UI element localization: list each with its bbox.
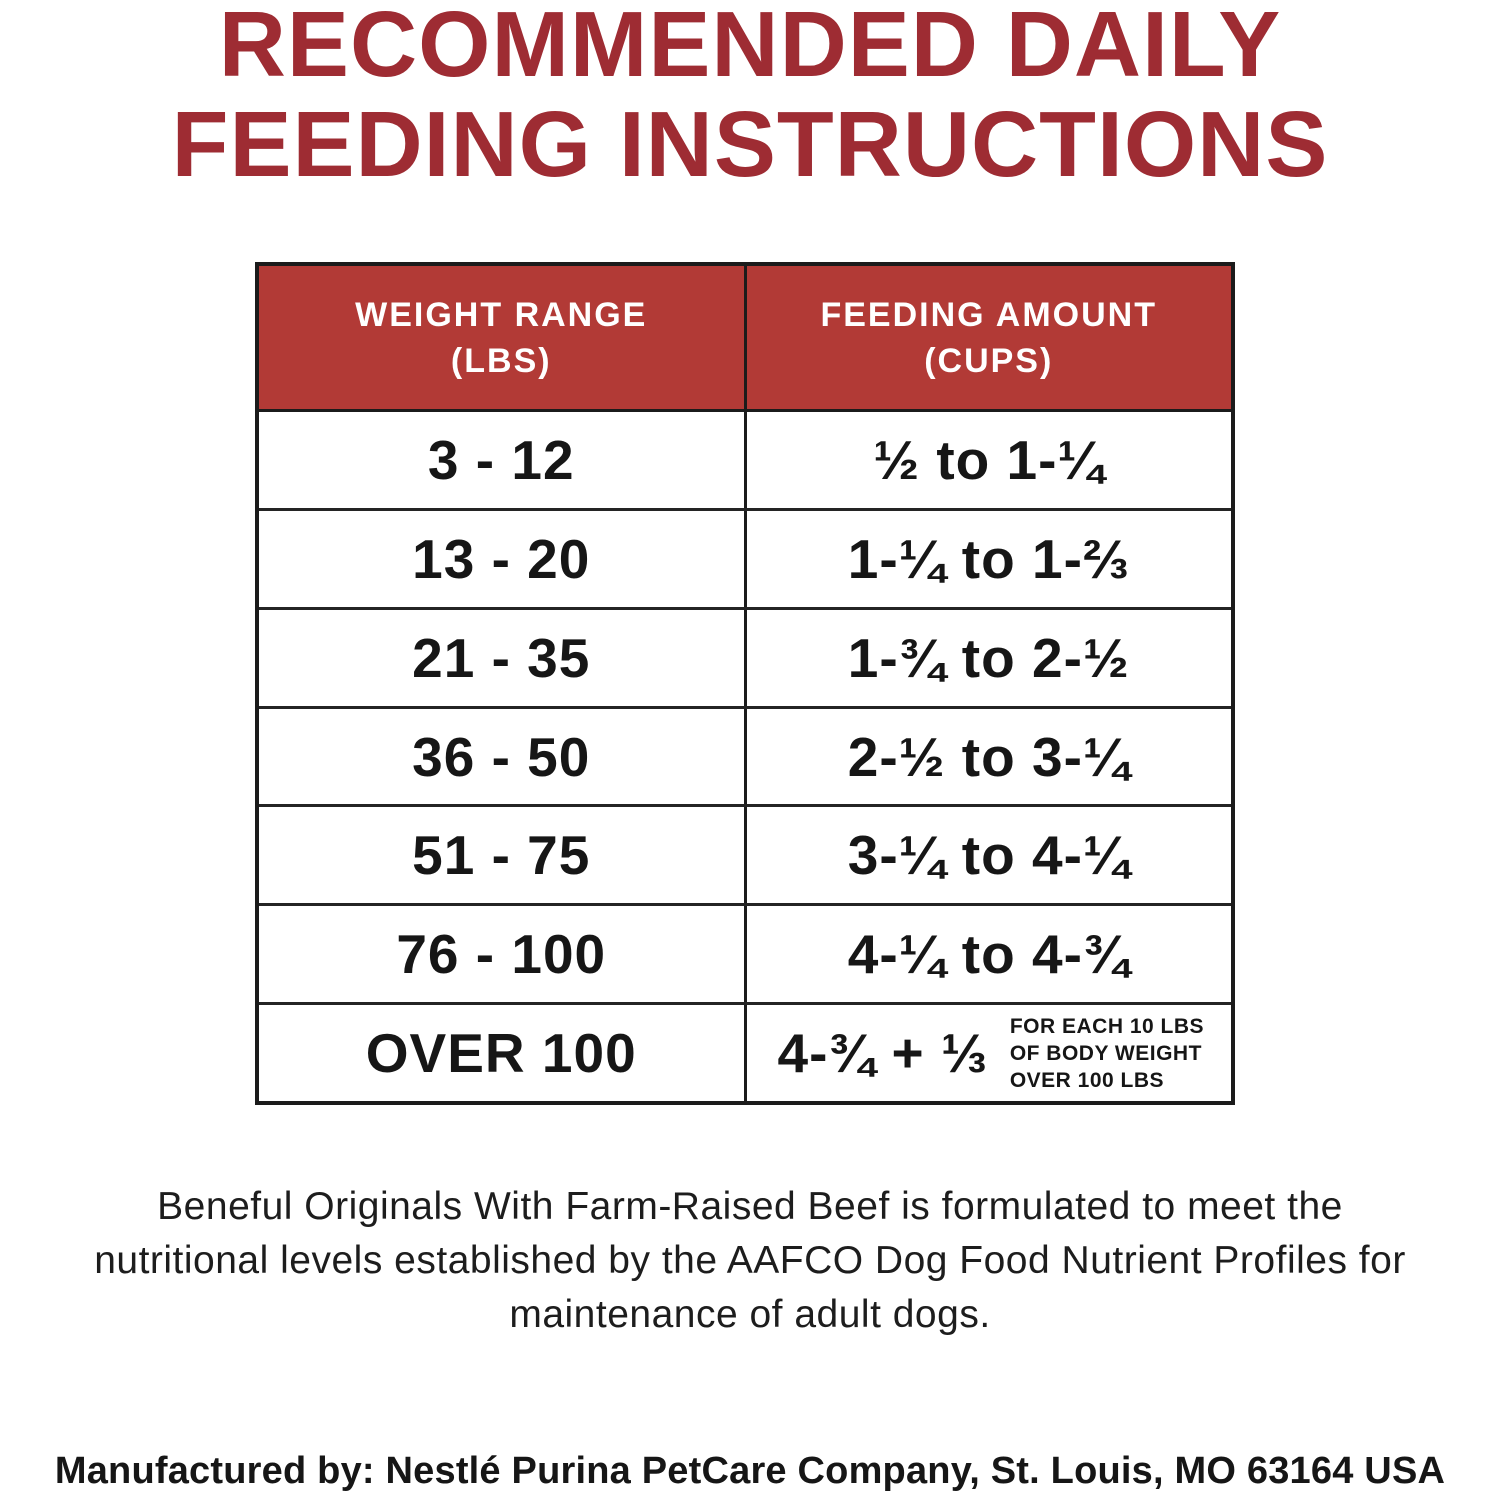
table-row: OVER 100 4-¾ + ⅓ FOR EACH 10 LBS OF BODY… xyxy=(259,1005,1232,1102)
amount-value: 4-¾ + ⅓ xyxy=(777,1022,988,1085)
table-row: 51 - 75 3-¼ to 4-¼ xyxy=(259,807,1231,907)
column-header-weight-line2: (LBS) xyxy=(450,341,552,380)
weight-cell: 3 - 12 xyxy=(259,412,747,508)
amount-cell: 1-¼ to 1-⅔ xyxy=(847,527,1130,590)
table-row: 13 - 20 1-¼ to 1-⅔ xyxy=(259,510,1231,610)
table-row: 36 - 50 2-½ to 3-¼ xyxy=(259,708,1231,808)
table-row: 76 - 100 4-¼ to 4-¾ xyxy=(259,906,1231,1006)
amount-note-line1: FOR EACH 10 LBS xyxy=(1009,1014,1205,1038)
amount-note: FOR EACH 10 LBS OF BODY WEIGHT OVER 100 … xyxy=(1010,1013,1204,1094)
amount-cell: 4-¼ to 4-¾ xyxy=(847,923,1130,986)
table-row: 21 - 35 1-¾ to 2-½ xyxy=(259,609,1231,709)
weight-cell: 51 - 75 xyxy=(259,807,747,904)
column-header-feeding-amount: FEEDING AMOUNT (CUPS) xyxy=(747,266,1232,409)
manufacturer-line: Manufactured by: Nestlé Purina PetCare C… xyxy=(54,1450,1446,1492)
amount-note-line3: OVER 100 LBS xyxy=(1009,1068,1165,1092)
feeding-table: WEIGHT RANGE (LBS) FEEDING AMOUNT (CUPS)… xyxy=(255,262,1235,1105)
table-row: 3 - 12 ½ to 1-¼ xyxy=(259,412,1231,511)
amount-cell: 2-½ to 3-¼ xyxy=(847,725,1130,788)
weight-cell: 13 - 20 xyxy=(259,510,747,607)
amount-cell: 4-¾ + ⅓ FOR EACH 10 LBS OF BODY WEIGHT O… xyxy=(747,1005,1232,1101)
weight-cell: OVER 100 xyxy=(259,1005,747,1102)
column-header-amount-line1: FEEDING AMOUNT xyxy=(820,295,1157,334)
amount-cell: 1-¾ to 2-½ xyxy=(847,626,1130,689)
amount-cell: ½ to 1-¼ xyxy=(873,428,1105,491)
weight-cell: 36 - 50 xyxy=(259,708,747,805)
weight-cell: 76 - 100 xyxy=(259,906,747,1003)
amount-cell: 3-¼ to 4-¼ xyxy=(847,824,1130,887)
column-header-amount-line2: (CUPS) xyxy=(924,341,1054,380)
column-header-weight-range: WEIGHT RANGE (LBS) xyxy=(259,266,747,409)
amount-note-line2: OF BODY WEIGHT xyxy=(1009,1041,1202,1065)
aafco-statement: Beneful Originals With Farm-Raised Beef … xyxy=(94,1185,1406,1336)
weight-cell: 21 - 35 xyxy=(259,609,747,706)
page-title-line1: RECOMMENDED DAILY xyxy=(218,0,1282,96)
page-title-line2: FEEDING INSTRUCTIONS xyxy=(171,92,1329,196)
page-title: RECOMMENDED DAILY FEEDING INSTRUCTIONS xyxy=(0,0,1500,194)
amount-with-note: 4-¾ + ⅓ FOR EACH 10 LBS OF BODY WEIGHT O… xyxy=(769,1013,1208,1094)
column-header-weight-line1: WEIGHT RANGE xyxy=(355,295,648,334)
table-header-row: WEIGHT RANGE (LBS) FEEDING AMOUNT (CUPS) xyxy=(259,266,1231,412)
